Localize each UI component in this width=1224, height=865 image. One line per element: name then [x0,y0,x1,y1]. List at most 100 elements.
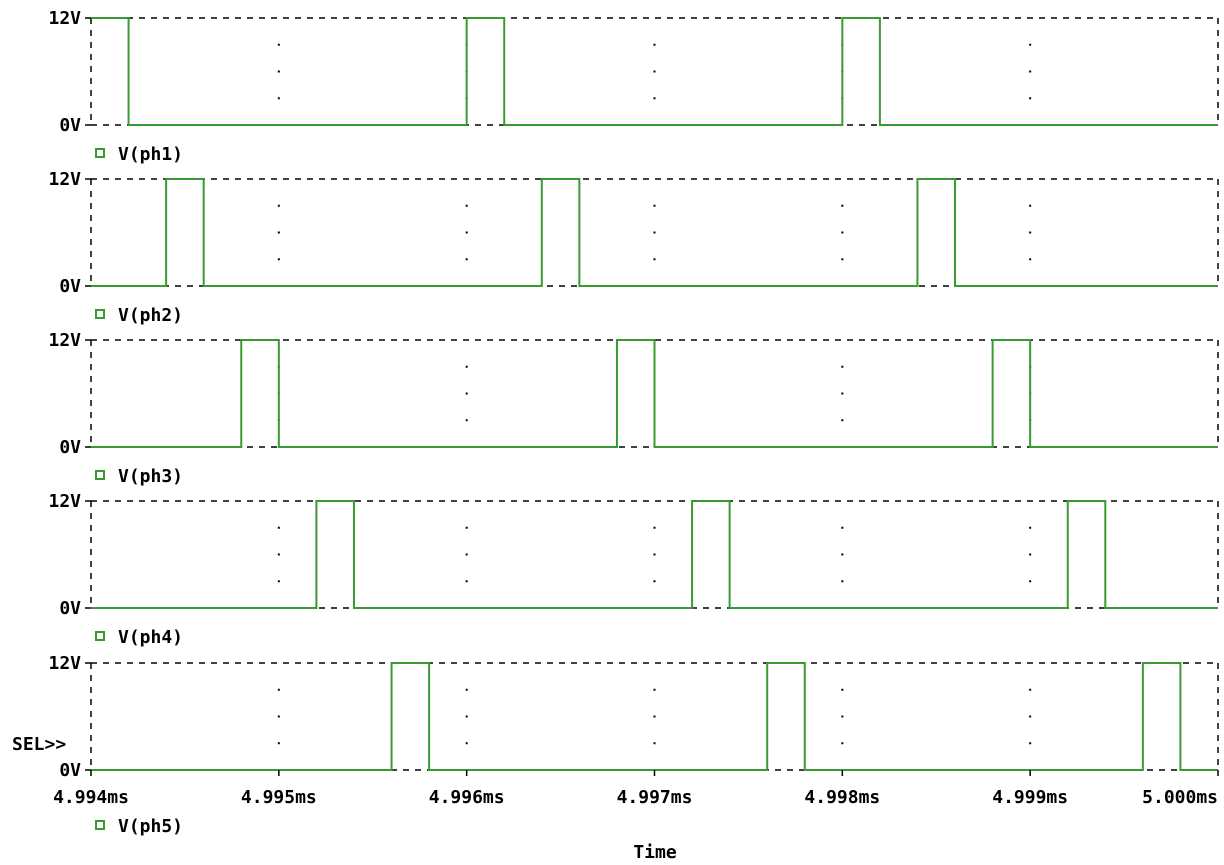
legend-label: V(ph2) [118,305,183,326]
trace-V(ph1) [91,17,1218,126]
grid-dot [841,553,844,556]
x-tick-label: 4.998ms [804,787,880,808]
grid-dot [1029,258,1032,261]
legend-marker [95,820,105,830]
grid-dot [465,204,468,207]
legend-label: V(ph5) [118,816,183,837]
legend-marker [95,631,105,641]
trace-V(ph3) [91,339,1218,448]
grid-dot [841,365,844,368]
grid-dot [841,231,844,234]
legend-label: V(ph1) [118,144,183,165]
x-tick-label: 4.999ms [992,787,1068,808]
grid-dot [465,526,468,529]
grid-dot [277,43,280,46]
grid-dot [277,715,280,718]
grid-dot [1029,526,1032,529]
legend-marker [95,309,105,319]
trace-V(ph2) [91,178,1218,287]
grid-dot [465,553,468,556]
trace-V(ph5) [91,662,1218,771]
x-axis-label: Time [633,842,677,863]
grid-dot [465,580,468,583]
grid-dot [841,715,844,718]
grid-dot [653,43,656,46]
grid-dot [1029,580,1032,583]
y-tick-label: 12V [48,491,81,512]
panel-5: 12V 0V V(ph5) [48,653,1219,837]
grid-dot [465,688,468,691]
grid-dot [653,231,656,234]
grid-dot [841,688,844,691]
x-tick-label: 4.997ms [617,787,693,808]
grid-dot [653,553,656,556]
grid-dot [841,258,844,261]
grid-dot [1029,204,1032,207]
legend-marker [95,470,105,480]
y-tick-label: 0V [59,115,81,136]
y-tick-label: 12V [48,8,81,29]
grid-dot [465,231,468,234]
grid-dot [1029,43,1032,46]
y-tick-label: 12V [48,330,81,351]
grid-dot [653,204,656,207]
x-tick-label: 4.994ms [53,787,129,808]
grid-dot [841,204,844,207]
plot-panels: 12V 0V V(ph1) 12V 0V V(ph2) 12V 0V V(ph3) 12V 0V V(… [48,8,1219,837]
grid-dot [1029,715,1032,718]
x-tick-label: 5.000ms [1142,787,1218,808]
panel-1: 12V 0V V(ph1) [48,8,1219,165]
grid-dot [841,580,844,583]
grid-dot [1029,231,1032,234]
y-tick-label: 0V [59,437,81,458]
legend-marker [95,148,105,158]
grid-dot [841,526,844,529]
grid-dot [653,688,656,691]
grid-dot [277,204,280,207]
panel-4: 12V 0V V(ph4) [48,491,1219,648]
x-tick-label: 4.995ms [241,787,317,808]
panel-2: 12V 0V V(ph2) [48,169,1219,326]
grid-dot [1029,742,1032,745]
grid-dot [277,526,280,529]
grid-dot [841,392,844,395]
legend-label: V(ph4) [118,627,183,648]
grid-dot [841,742,844,745]
grid-dot [277,97,280,100]
grid-dot [465,742,468,745]
x-tick-label: 4.996ms [429,787,505,808]
grid-dot [653,97,656,100]
sel-marker: SEL>> [12,734,66,755]
grid-dot [277,258,280,261]
grid-dot [1029,688,1032,691]
grid-dot [465,258,468,261]
grid-dot [465,365,468,368]
grid-dot [1029,70,1032,73]
panel-3: 12V 0V V(ph3) [48,330,1219,487]
grid-dot [653,70,656,73]
grid-dot [1029,553,1032,556]
grid-dot [465,419,468,422]
x-axis: 4.994ms 4.995ms 4.996ms 4.997ms 4.998ms 4.999… [53,770,1219,808]
grid-dot [277,70,280,73]
grid-dot [653,258,656,261]
grid-dot [277,742,280,745]
grid-dot [277,553,280,556]
grid-dot [465,715,468,718]
grid-dot [653,715,656,718]
grid-dot [277,688,280,691]
grid-dot [465,392,468,395]
grid-dot [841,419,844,422]
y-tick-label: 0V [59,276,81,297]
y-tick-label: 0V [59,598,81,619]
legend-label: V(ph3) [118,466,183,487]
grid-dot [653,742,656,745]
y-tick-label: 12V [48,169,81,190]
y-tick-label: 12V [48,653,81,674]
grid-dot [1029,97,1032,100]
grid-dot [277,231,280,234]
y-tick-label: 0V [59,760,81,781]
grid-dot [653,580,656,583]
grid-dot [277,580,280,583]
